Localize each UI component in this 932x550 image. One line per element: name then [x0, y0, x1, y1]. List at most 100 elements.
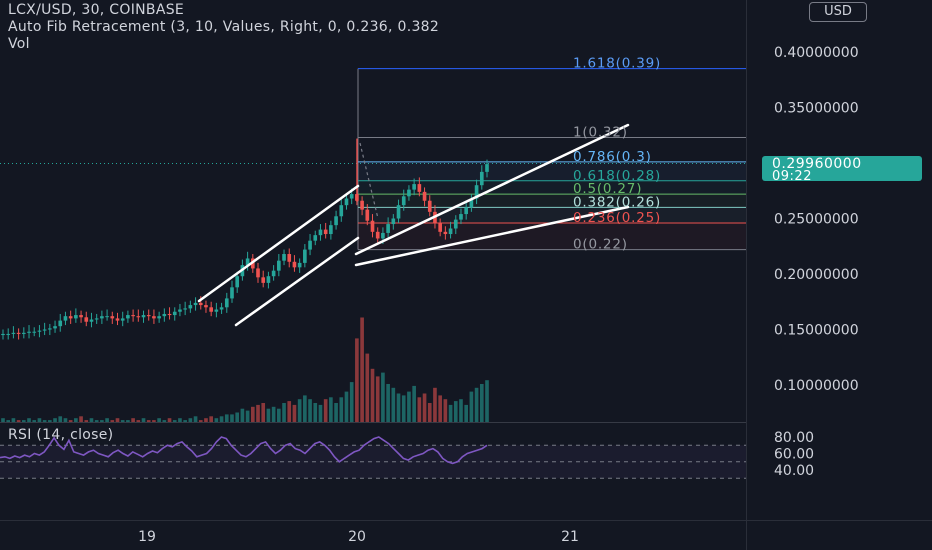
- candle-body: [136, 316, 141, 318]
- volume-bar: [474, 387, 479, 422]
- candle-body: [178, 309, 182, 312]
- volume-bar: [401, 395, 406, 422]
- volume-bar: [412, 385, 416, 422]
- candle-body: [313, 235, 318, 241]
- candle-body: [219, 307, 224, 310]
- volume-bar: [105, 418, 109, 422]
- candle-body: [63, 316, 68, 321]
- volume-bar: [266, 408, 271, 422]
- volume-bar: [427, 403, 432, 422]
- trend-line[interactable]: [354, 123, 630, 256]
- volume-bar: [334, 403, 338, 422]
- volume-bar: [6, 420, 11, 422]
- currency-button[interactable]: USD: [809, 2, 867, 22]
- last-price-tag: 0.29960000 09:22: [762, 156, 922, 184]
- candle-body: [11, 332, 16, 334]
- volume-bar: [188, 418, 193, 422]
- volume-bar: [53, 418, 57, 422]
- fib-level-label: 0.618(0.28): [573, 168, 661, 184]
- candle-body: [141, 315, 146, 318]
- candle-body: [209, 307, 213, 312]
- candle-body: [386, 224, 390, 233]
- candle-body: [459, 214, 463, 220]
- volume-bar: [198, 420, 203, 422]
- volume-bar: [63, 418, 68, 422]
- candle-body: [115, 318, 120, 321]
- trend-line[interactable]: [234, 236, 360, 327]
- fib-zone: [358, 207, 746, 223]
- candle-body: [479, 171, 484, 186]
- candle-body: [1, 333, 5, 336]
- volume-bar: [381, 372, 385, 422]
- volume-bar: [21, 420, 26, 422]
- candle-body: [412, 184, 416, 190]
- price-tick-label: 0.15000000: [774, 323, 859, 339]
- candle-body: [417, 184, 422, 192]
- candle-body: [323, 229, 328, 235]
- fib-level-label: 0.382(0.26): [573, 194, 661, 210]
- volume-bar: [391, 387, 396, 422]
- volume-bar: [157, 418, 161, 422]
- trend-line[interactable]: [197, 184, 360, 303]
- volume-bar: [240, 408, 245, 422]
- volume-bar: [152, 420, 156, 422]
- candle-body: [370, 220, 375, 232]
- volume-bar: [313, 403, 318, 422]
- volume-bar: [303, 395, 307, 422]
- candle-body: [157, 316, 161, 319]
- rsi-tick-label: 60.00: [774, 447, 814, 463]
- volume-bar: [287, 401, 292, 422]
- volume-bar: [68, 420, 73, 422]
- symbol-title[interactable]: LCX/USD, 30, COINBASE: [8, 2, 185, 18]
- volume-legend[interactable]: Vol: [8, 36, 30, 52]
- volume-bar: [219, 416, 224, 422]
- candle-body: [193, 302, 198, 306]
- last-price-value: 0.29960000: [772, 156, 862, 172]
- volume-bar: [464, 404, 469, 422]
- volume-bar: [110, 420, 115, 422]
- volume-bar: [396, 393, 401, 422]
- candle-body: [453, 219, 458, 229]
- candle-body: [266, 276, 271, 283]
- volume-bar: [386, 384, 390, 422]
- volume-bar: [485, 380, 489, 422]
- rsi-pane: [0, 436, 746, 479]
- trend-line[interactable]: [354, 205, 630, 267]
- volume-bar: [365, 353, 370, 422]
- fib-indicator-legend[interactable]: Auto Fib Retracement (3, 10, Values, Rig…: [8, 19, 440, 35]
- candle-body: [360, 200, 364, 210]
- candle-body: [308, 240, 312, 250]
- candle-body: [48, 328, 52, 330]
- candle-body: [110, 316, 115, 319]
- volume-bar: [84, 420, 89, 422]
- volume-bar: [162, 420, 167, 422]
- candle-body: [448, 228, 453, 235]
- rsi-band: [0, 445, 746, 479]
- candle-body: [401, 196, 406, 206]
- volume-bar: [100, 420, 104, 422]
- volume-bar: [120, 420, 125, 422]
- volume-bar: [250, 406, 255, 422]
- candle-body: [74, 315, 78, 319]
- volume-bar: [318, 404, 323, 422]
- volume-bar: [48, 420, 52, 422]
- rsi-line: [0, 436, 488, 465]
- volume-bar: [136, 420, 141, 422]
- candle-body: [94, 318, 99, 320]
- volume-bar: [297, 399, 302, 422]
- volume-bar: [193, 416, 198, 422]
- volume-bar: [74, 418, 78, 422]
- volume-bar: [443, 399, 448, 422]
- volume-bar: [37, 418, 42, 422]
- candle-body: [245, 258, 250, 266]
- volume-bar: [308, 399, 312, 422]
- candle-body: [381, 232, 385, 239]
- volume-bar: [329, 397, 333, 422]
- volume-bar: [58, 416, 63, 422]
- volume-bar: [178, 418, 182, 422]
- candle-body: [79, 315, 83, 318]
- volume-bar: [245, 410, 250, 422]
- rsi-legend[interactable]: RSI (14, close): [8, 427, 114, 443]
- candle-body: [318, 229, 323, 236]
